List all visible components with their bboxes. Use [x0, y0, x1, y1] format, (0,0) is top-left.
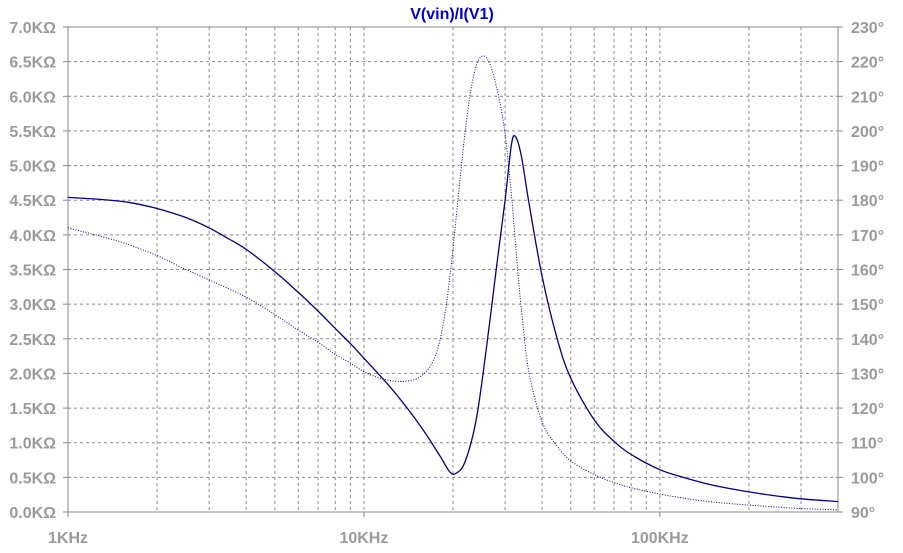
right-tick-label: 110°	[851, 436, 883, 453]
left-tick-label: 4.0KΩ	[9, 228, 56, 245]
magnitude-series-line	[67, 134, 839, 503]
right-tick-label: 210°	[851, 89, 884, 106]
right-axis-ticks: 90° 100° 110° 120° 130° 140° 150° 160° 170° 180° 1…	[838, 20, 884, 522]
x-tick-label: 1KHz	[48, 530, 88, 547]
left-tick-label: 5.0KΩ	[9, 159, 56, 176]
phase-series-line	[67, 55, 839, 511]
right-tick-label: 120°	[851, 401, 884, 418]
right-tick-label: 190°	[851, 159, 884, 176]
right-tick-label: 130°	[851, 366, 884, 383]
left-tick-label: 0.5KΩ	[9, 470, 56, 487]
left-tick-label: 3.5KΩ	[9, 263, 56, 280]
left-axis-ticks: 0.0KΩ 0.5KΩ 1.0KΩ 1.5KΩ 2.0KΩ 2.5KΩ 3.0KΩ 3.5KΩ…	[9, 20, 68, 522]
left-tick-label: 2.5KΩ	[9, 332, 56, 349]
right-tick-label: 230°	[851, 20, 884, 37]
right-tick-label: 180°	[851, 193, 884, 210]
x-tick-label: 10KHz	[339, 530, 388, 547]
right-tick-label: 200°	[851, 124, 884, 141]
series-group	[67, 55, 839, 511]
left-tick-label: 2.0KΩ	[9, 366, 56, 383]
left-tick-label: 6.5KΩ	[9, 55, 56, 72]
right-tick-label: 220°	[851, 55, 884, 72]
right-tick-label: 170°	[851, 228, 884, 245]
left-tick-label: 0.0KΩ	[9, 505, 56, 522]
right-tick-label: 160°	[851, 263, 884, 280]
left-tick-label: 6.0KΩ	[9, 89, 56, 106]
right-tick-label: 150°	[851, 297, 884, 314]
grid-lines	[68, 27, 838, 512]
left-tick-label: 5.5KΩ	[9, 124, 56, 141]
right-tick-label: 90°	[851, 505, 875, 522]
right-tick-label: 100°	[851, 470, 884, 487]
left-tick-label: 7.0KΩ	[9, 20, 56, 37]
x-tick-label: 100KHz	[631, 530, 689, 547]
x-axis-ticks: 1KHz 10KHz 100KHz	[48, 512, 689, 547]
left-tick-label: 1.0KΩ	[9, 436, 56, 453]
left-tick-label: 4.5KΩ	[9, 193, 56, 210]
chart-title: V(vin)/I(V1)	[410, 6, 494, 23]
right-tick-label: 140°	[851, 332, 884, 349]
left-tick-label: 3.0KΩ	[9, 297, 56, 314]
left-tick-label: 1.5KΩ	[9, 401, 56, 418]
